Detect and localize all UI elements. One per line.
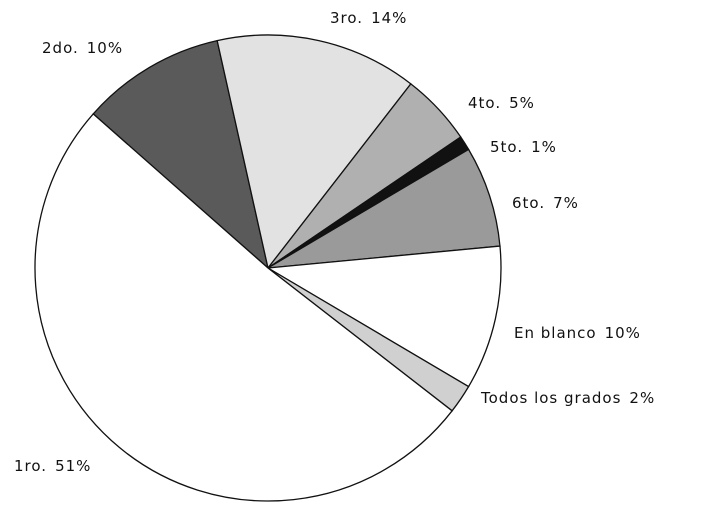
slice-label: 3ro. 14% <box>330 9 407 27</box>
slice-value: 1% <box>531 138 557 156</box>
slice-category: Todos los grados <box>480 389 621 407</box>
pie-slice <box>92 39 270 270</box>
pie-slice <box>265 245 502 388</box>
slice-label: 2do. 10% <box>42 39 123 57</box>
slice-label: 6to. 7% <box>512 194 579 212</box>
slice-value: 14% <box>371 9 407 27</box>
slice-value: 10% <box>605 324 641 342</box>
slice-value: 5% <box>509 94 535 112</box>
slice-category: 4to. <box>468 94 501 112</box>
slice-category: 3ro. <box>330 9 363 27</box>
slice-category: 5to. <box>490 138 523 156</box>
slice-label: 5to. 1% <box>490 138 557 156</box>
slice-category: 6to. <box>512 194 545 212</box>
slice-value: 10% <box>87 39 123 57</box>
slice-category: 2do. <box>42 39 79 57</box>
pie-slice <box>34 112 454 502</box>
pie-slice <box>216 34 412 270</box>
slice-category: En blanco <box>514 324 597 342</box>
slice-label: 1ro. 51% <box>14 457 91 475</box>
slice-label: En blanco 10% <box>514 324 641 342</box>
slice-label: 4to. 5% <box>468 94 535 112</box>
slice-label: Todos los grados 2% <box>480 389 655 407</box>
slice-value: 2% <box>629 389 655 407</box>
slice-value: 7% <box>553 194 579 212</box>
slice-category: 1ro. <box>14 457 47 475</box>
slice-value: 51% <box>55 457 91 475</box>
pie-slice <box>267 148 501 269</box>
